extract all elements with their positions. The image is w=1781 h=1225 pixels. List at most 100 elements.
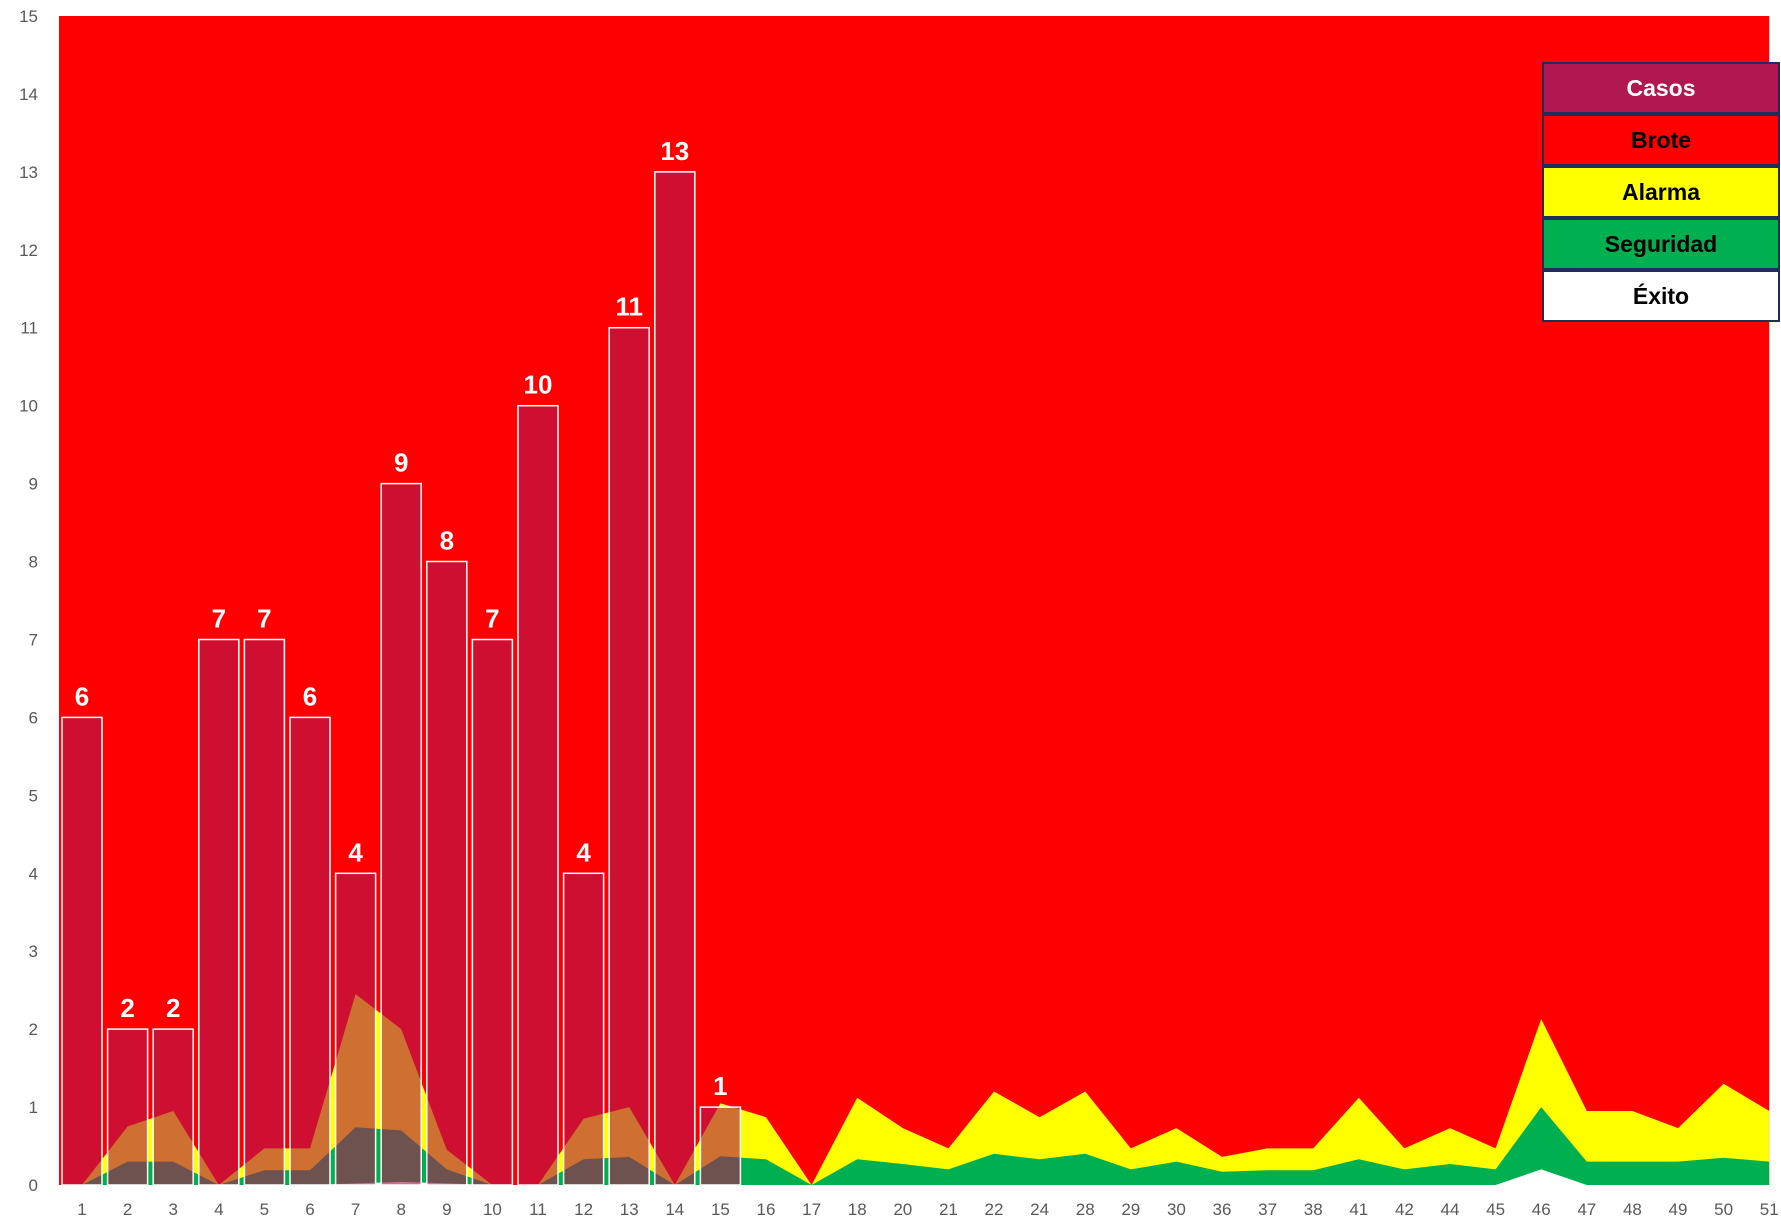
y-tick-label: 5 — [29, 786, 38, 805]
x-tick-label: 7 — [351, 1200, 360, 1219]
legend: Casos Brote Alarma Seguridad Éxito — [1542, 62, 1780, 322]
bar-casos-10 — [471, 638, 514, 1186]
bar-casos-12 — [562, 872, 605, 1186]
x-tick-label: 22 — [985, 1200, 1004, 1219]
data-label-13: 11 — [615, 292, 643, 322]
x-tick-label: 18 — [848, 1200, 867, 1219]
bar-casos-2 — [106, 1028, 149, 1186]
data-label-8: 9 — [394, 448, 408, 478]
x-tick-label: 14 — [665, 1200, 684, 1219]
x-tick-label: 16 — [757, 1200, 776, 1219]
x-tick-label: 11 — [529, 1200, 547, 1219]
legend-label-casos: Casos — [1626, 74, 1696, 101]
x-axis: 1 2 3 4 5 6 7 8 9 10 11 12 13 14 15 16 17 18 20 21 22 24 28 29 3… — [77, 1200, 1778, 1219]
data-label-6: 6 — [303, 681, 317, 711]
legend-item-seguridad: Seguridad — [1542, 218, 1780, 270]
x-tick-label: 42 — [1395, 1200, 1414, 1219]
data-label-1: 6 — [75, 681, 89, 711]
bar-casos-6 — [289, 716, 331, 1186]
bar-series-group — [61, 171, 742, 1186]
x-tick-label: 36 — [1213, 1200, 1232, 1219]
data-label-5: 7 — [257, 604, 271, 634]
x-tick-label: 15 — [711, 1200, 730, 1219]
x-tick-label: 2 — [123, 1200, 132, 1219]
x-tick-label: 12 — [574, 1200, 593, 1219]
y-tick-label: 13 — [19, 163, 38, 182]
legend-label-seguridad: Seguridad — [1604, 230, 1718, 257]
x-tick-label: 13 — [620, 1200, 639, 1219]
bar-casos-8 — [380, 482, 422, 1186]
x-tick-label: 46 — [1532, 1200, 1551, 1219]
x-tick-label: 47 — [1577, 1200, 1596, 1219]
x-tick-label: 49 — [1669, 1200, 1688, 1219]
area-alarma — [82, 994, 1770, 1185]
y-tick-label: 10 — [19, 397, 38, 416]
x-tick-label: 6 — [305, 1200, 314, 1219]
data-label-2: 2 — [120, 993, 134, 1023]
x-tick-label: 9 — [442, 1200, 451, 1219]
legend-label-exito: Éxito — [1632, 282, 1690, 309]
y-tick-label: 3 — [29, 942, 38, 961]
data-label-11: 10 — [524, 370, 553, 400]
y-tick-label: 15 — [19, 7, 38, 26]
y-tick-label: 6 — [29, 708, 38, 727]
bar-casos-14 — [654, 171, 696, 1186]
y-tick-label: 1 — [29, 1098, 38, 1117]
bar-casos-7 — [334, 872, 377, 1186]
data-label-10: 7 — [485, 604, 499, 634]
bar-casos-4 — [198, 638, 240, 1186]
x-tick-label: 4 — [214, 1200, 223, 1219]
x-tick-label: 8 — [396, 1200, 405, 1219]
legend-label-brote: Brote — [1630, 126, 1692, 153]
x-tick-label: 37 — [1258, 1200, 1277, 1219]
data-label-7: 4 — [348, 837, 363, 867]
y-tick-label: 12 — [19, 241, 38, 260]
bar-casos-15 — [699, 1106, 742, 1186]
x-tick-label: 10 — [483, 1200, 502, 1219]
x-tick-label: 3 — [168, 1200, 177, 1219]
x-tick-label: 38 — [1304, 1200, 1323, 1219]
x-tick-label: 30 — [1167, 1200, 1186, 1219]
bar-casos-1 — [61, 716, 103, 1186]
data-label-3: 2 — [166, 993, 180, 1023]
y-tick-label: 7 — [29, 631, 38, 650]
x-tick-label: 28 — [1076, 1200, 1095, 1219]
area-series-group — [82, 994, 1770, 1185]
bar-casos-11 — [517, 404, 559, 1186]
y-tick-label: 4 — [29, 864, 38, 883]
x-tick-label: 21 — [939, 1200, 958, 1219]
legend-item-alarma: Alarma — [1542, 166, 1780, 218]
y-tick-label: 2 — [29, 1020, 38, 1039]
data-label-9: 8 — [440, 526, 454, 556]
data-labels-group: 6 2 2 7 7 6 4 9 8 7 10 4 11 13 1 — [75, 136, 728, 1101]
y-tick-label: 8 — [29, 553, 38, 572]
x-tick-label: 45 — [1486, 1200, 1505, 1219]
bar-casos-13 — [608, 326, 650, 1186]
bar-casos-9 — [426, 560, 468, 1186]
data-label-14: 13 — [660, 136, 689, 166]
y-tick-label: 9 — [29, 475, 38, 494]
area-seguridad — [82, 1107, 1770, 1185]
x-tick-label: 51 — [1760, 1200, 1779, 1219]
x-tick-label: 41 — [1349, 1200, 1368, 1219]
x-tick-label: 29 — [1121, 1200, 1140, 1219]
legend-item-exito: Éxito — [1542, 270, 1780, 322]
x-tick-label: 50 — [1714, 1200, 1733, 1219]
data-label-12: 4 — [576, 837, 591, 867]
x-tick-label: 5 — [260, 1200, 269, 1219]
data-label-15: 1 — [713, 1071, 727, 1101]
legend-label-alarma: Alarma — [1622, 178, 1700, 205]
y-tick-label: 11 — [20, 319, 38, 338]
x-tick-label: 48 — [1623, 1200, 1642, 1219]
x-tick-label: 24 — [1030, 1200, 1049, 1219]
x-tick-label: 1 — [77, 1200, 86, 1219]
legend-item-brote: Brote — [1542, 114, 1780, 166]
bar-casos-3 — [152, 1028, 194, 1186]
y-tick-label: 0 — [29, 1176, 38, 1195]
x-tick-label: 17 — [802, 1200, 821, 1219]
y-tick-label: 14 — [19, 85, 38, 104]
x-tick-label: 20 — [893, 1200, 912, 1219]
